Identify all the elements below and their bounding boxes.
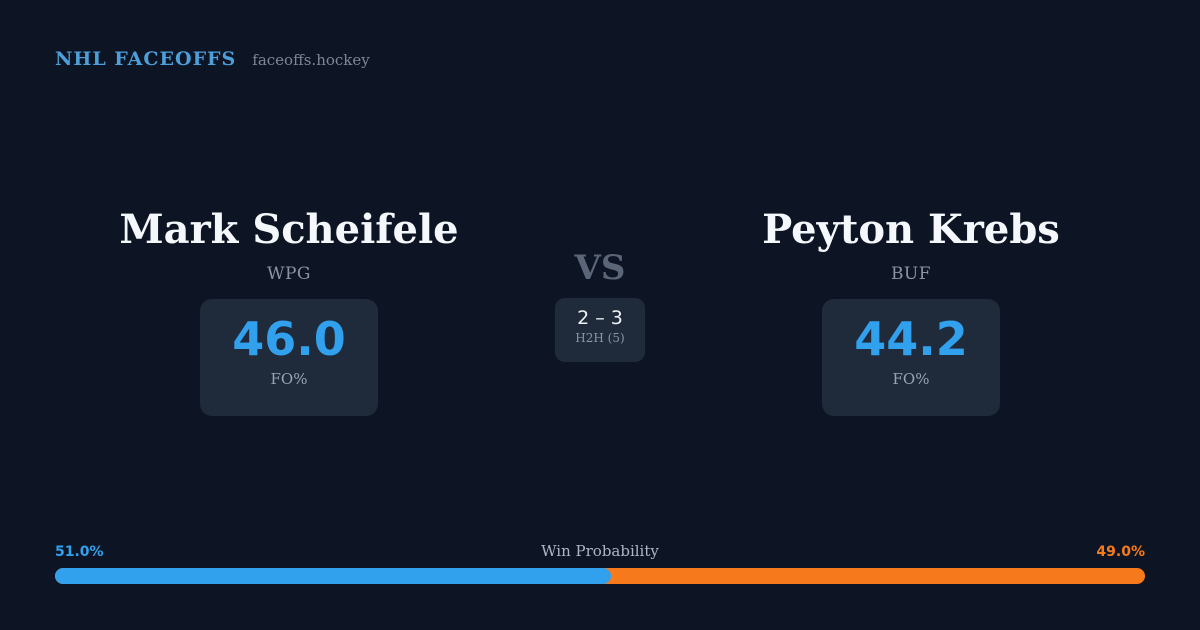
vs-label: VS (574, 248, 626, 288)
win-probability-title: Win Probability (541, 542, 659, 560)
win-pct-left: 51.0% (55, 544, 104, 560)
faceoff-pct-value: 46.0 (232, 312, 346, 366)
header: NHL FACEOFFS faceoffs.hockey (55, 48, 370, 70)
player-right: Peyton Krebs BUF 44.2 FO% (731, 210, 1091, 416)
win-probability-bar (55, 568, 1145, 584)
win-probability-labels: 51.0% Win Probability 49.0% (55, 542, 1145, 560)
vs-block: VS 2 – 3 H2H (5) (500, 251, 700, 362)
player-left: Mark Scheifele WPG 46.0 FO% (109, 210, 469, 416)
brand-title: NHL FACEOFFS (55, 48, 237, 70)
faceoff-stat-card: 44.2 FO% (822, 299, 1000, 416)
h2h-label: H2H (5) (575, 330, 625, 345)
site-url: faceoffs.hockey (252, 51, 370, 69)
faceoff-pct-label: FO% (892, 369, 930, 388)
faceoff-pct-label: FO% (270, 369, 308, 388)
h2h-record: 2 – 3 (577, 307, 623, 329)
h2h-card: 2 – 3 H2H (5) (555, 298, 645, 362)
player-name: Mark Scheifele (119, 206, 459, 253)
faceoff-pct-value: 44.2 (854, 312, 968, 366)
faceoff-stat-card: 46.0 FO% (200, 299, 378, 416)
win-probability-fill-left (55, 568, 611, 584)
win-pct-right: 49.0% (1096, 544, 1145, 560)
player-team: WPG (267, 264, 311, 284)
player-name: Peyton Krebs (762, 206, 1060, 253)
player-team: BUF (890, 264, 932, 284)
